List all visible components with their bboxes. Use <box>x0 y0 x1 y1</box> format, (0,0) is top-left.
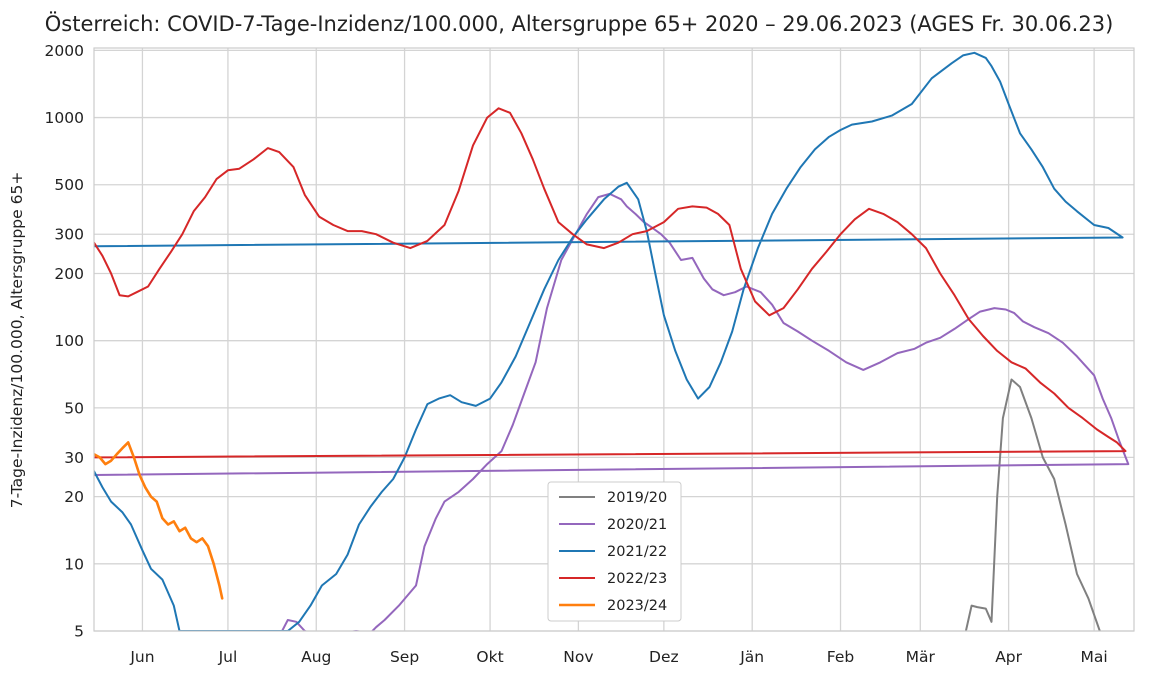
legend-label: 2019/20 <box>607 490 667 506</box>
x-tick-label: Apr <box>995 648 1022 666</box>
legend-label: 2020/21 <box>607 517 667 533</box>
x-tick-label: Dez <box>649 648 679 666</box>
legend-label: 2021/22 <box>607 544 667 560</box>
x-tick-label: Jun <box>129 648 154 666</box>
y-tick-label: 20 <box>64 488 84 506</box>
plot-border <box>93 47 1135 632</box>
series-line-2020-21 <box>94 192 1130 631</box>
y-tick-label: 30 <box>64 449 84 467</box>
y-tick-label: 200 <box>54 265 84 283</box>
legend-box <box>547 481 682 622</box>
y-axis-label: 7-Tage-Inzidenz/100.000, Altersgruppe 65… <box>8 172 26 509</box>
legend-label: 2023/24 <box>607 598 667 614</box>
x-tick-label: Okt <box>476 648 503 666</box>
x-tick-label: Mai <box>1081 648 1108 666</box>
x-tick-label: Mär <box>906 648 936 666</box>
series-line-2021-22 <box>94 51 1124 631</box>
y-axis-ticks: 5 10 20 30 50 100 200 300 500 1000 2000 <box>45 42 84 641</box>
x-tick-label: Jul <box>218 648 238 666</box>
y-tick-label: 10 <box>64 555 84 573</box>
y-tick-label: 500 <box>54 176 84 194</box>
x-tick-label: Aug <box>301 648 331 666</box>
y-tick-label: 2000 <box>45 42 84 60</box>
series-line-2022-23 <box>94 107 1127 459</box>
series-line-2019-20 <box>964 378 1101 631</box>
grid-lines <box>94 48 1134 632</box>
y-tick-label: 1000 <box>45 109 84 127</box>
y-tick-label: 50 <box>64 399 84 417</box>
legend-label: 2022/23 <box>607 571 667 587</box>
series-line-2023-24 <box>94 441 224 600</box>
legend: 2019/20 2020/21 2021/22 2022/23 2023/24 <box>547 481 682 622</box>
y-tick-label: 300 <box>54 226 84 244</box>
x-tick-label: Nov <box>563 648 593 666</box>
x-tick-label: Sep <box>390 648 419 666</box>
series-lines <box>94 51 1130 631</box>
x-axis-ticks: Jun Jul Aug Sep Okt Nov Dez Jän Feb Mär Apr Mai <box>129 648 1107 666</box>
x-tick-label: Jän <box>739 648 764 666</box>
y-tick-label: 100 <box>54 332 84 350</box>
chart-title: Österreich: COVID-7-Tage-Inzidenz/100.00… <box>45 11 1114 36</box>
x-tick-label: Feb <box>827 648 854 666</box>
legend-items: 2019/20 2020/21 2021/22 2022/23 2023/24 <box>559 490 667 614</box>
y-tick-label: 5 <box>74 623 84 641</box>
